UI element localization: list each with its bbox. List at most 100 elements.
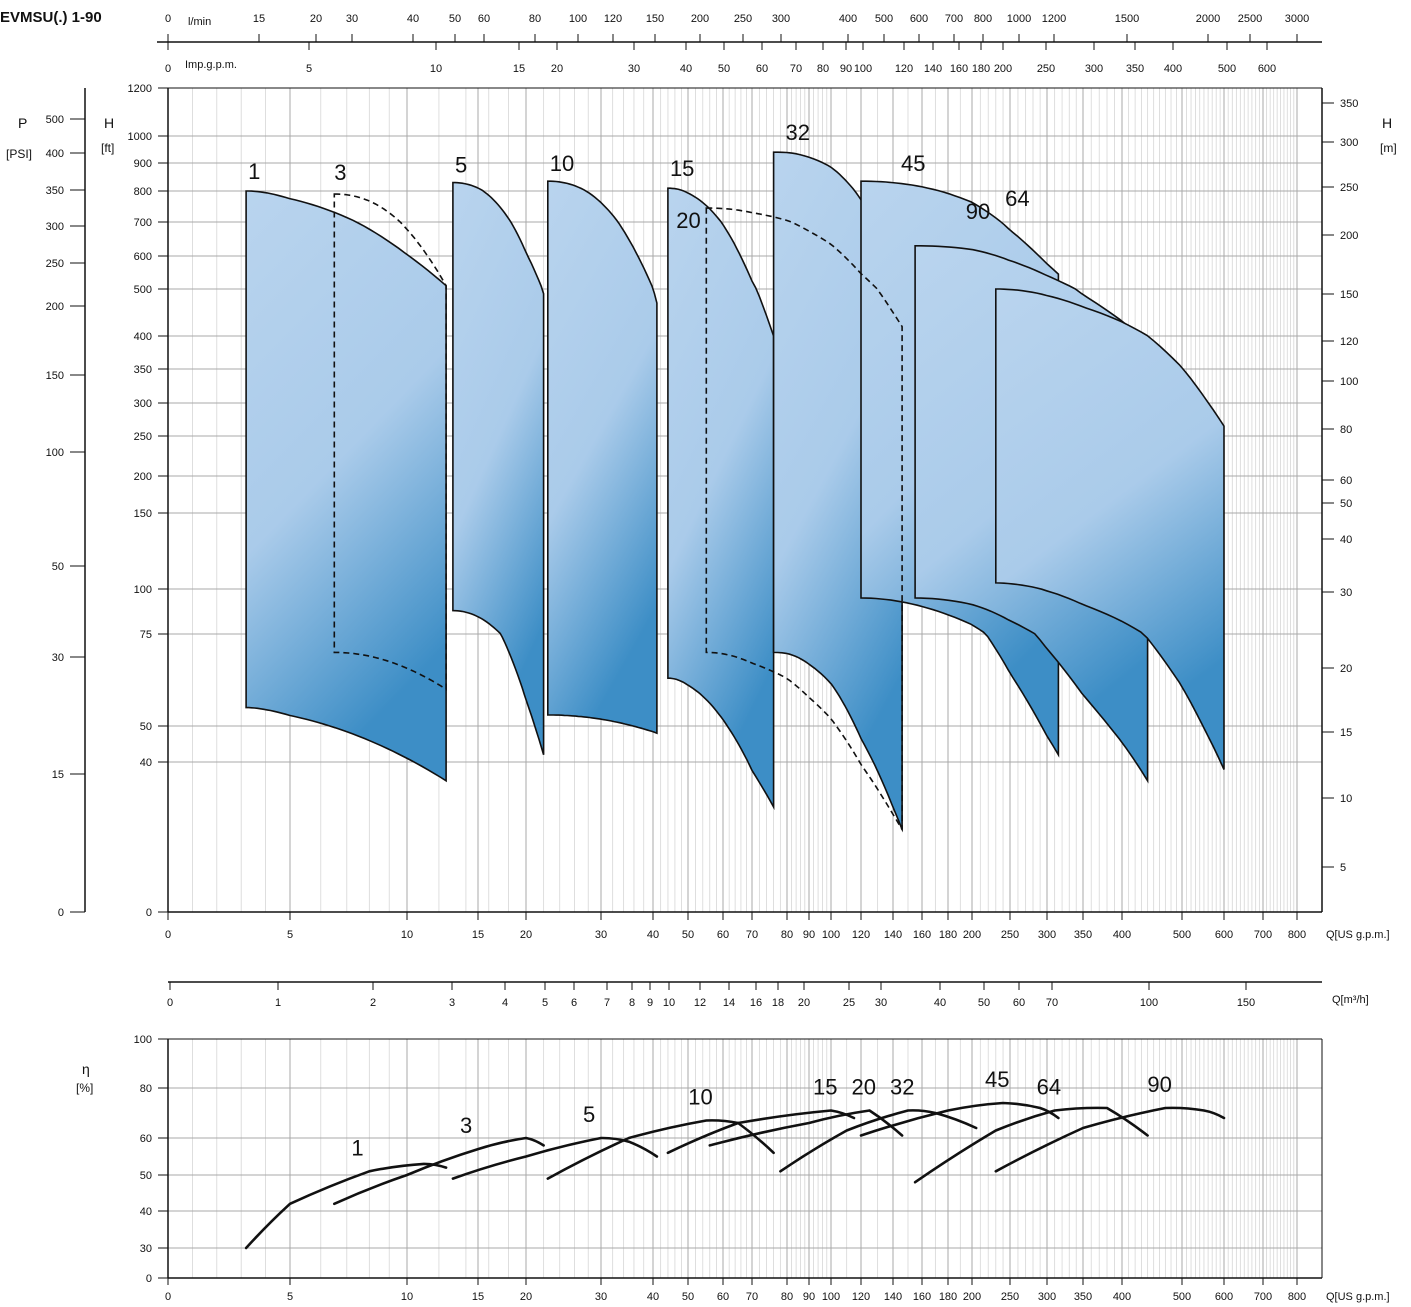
tick-label-ft: 500 [134, 284, 152, 296]
tick-label-gpm: 160 [913, 929, 931, 941]
tick-label-psi: 100 [46, 447, 64, 459]
axis-label-ft-top: H [104, 115, 114, 131]
tick-label-m: 350 [1340, 98, 1358, 110]
tick-label-qm3h: 6 [571, 997, 577, 1009]
tick-label-lmin: 600 [910, 13, 928, 25]
tick-label-m: 100 [1340, 376, 1358, 388]
tick-label-imp: 40 [680, 63, 692, 75]
tick-label-psi: 400 [46, 148, 64, 160]
tick-label-gpm: 300 [1038, 929, 1056, 941]
tick-label-qm3h: 0 [167, 997, 173, 1009]
eff-curve-64 [913, 1106, 1149, 1184]
eff-curve-90 [994, 1106, 1226, 1173]
area-dashed-3 [333, 193, 447, 691]
tick-label-eff-x: 700 [1254, 1291, 1272, 1303]
series-label-20: 20 [676, 208, 700, 233]
tick-label-qm3h: 60 [1013, 997, 1025, 1009]
eff-label-32: 32 [890, 1075, 914, 1100]
tick-label-eff: 60 [140, 1133, 152, 1145]
tick-label-eff-x: 80 [781, 1291, 793, 1303]
eff-label-20: 20 [851, 1075, 875, 1100]
tick-label-eff-x: 400 [1113, 1291, 1131, 1303]
tick-label-qm3h: 8 [629, 997, 635, 1009]
tick-label-imp: 160 [950, 63, 968, 75]
tick-label-imp: 60 [756, 63, 768, 75]
tick-label-gpm: 90 [803, 929, 815, 941]
eff-label-64: 64 [1037, 1075, 1061, 1100]
tick-label-psi: 500 [46, 114, 64, 126]
tick-label-eff: 0 [146, 1273, 152, 1285]
tick-label-gpm: 140 [884, 929, 902, 941]
eff-curve-3 [333, 1136, 545, 1206]
tick-label-ft: 300 [134, 398, 152, 410]
tick-label-imp: 500 [1218, 63, 1236, 75]
tick-label-qm3h: 25 [843, 997, 855, 1009]
tick-label-gpm: 40 [647, 929, 659, 941]
tick-label-lmin: 20 [310, 13, 322, 25]
area-15 [667, 187, 775, 811]
eff-label-90: 90 [1147, 1072, 1171, 1097]
tick-label-gpm: 10 [401, 929, 413, 941]
axes: 0 15 20 30 40 50 60 80 100 120 150 200 250 300 400 500 6… [6, 13, 1397, 1303]
tick-label-imp: 90 [840, 63, 852, 75]
efficiency-curves: 1 3 5 10 15 20 32 45 64 90 [244, 1067, 1226, 1250]
eff-curve-20 [708, 1109, 904, 1147]
tick-label-imp: 10 [430, 63, 442, 75]
tick-label-qm3h: 2 [370, 997, 376, 1009]
chart-title: EVMSU(.) 1-90 [0, 9, 102, 26]
tick-label-imp: 0 [165, 63, 171, 75]
tick-label-eff-x: 30 [595, 1291, 607, 1303]
eff-label-5: 5 [583, 1102, 595, 1127]
area-10 [547, 180, 658, 735]
tick-label-psi: 250 [46, 258, 64, 270]
tick-label-gpm: 600 [1215, 929, 1233, 941]
tick-label-qm3h: 16 [750, 997, 762, 1009]
axis-label-qm3h: Q[m³/h] [1332, 994, 1369, 1006]
tick-label-lmin: 2000 [1196, 13, 1220, 25]
tick-label-lmin: 1500 [1115, 13, 1139, 25]
tick-label-eff-x: 60 [717, 1291, 729, 1303]
tick-label-imp: 180 [972, 63, 990, 75]
tick-label-eff-x: 40 [647, 1291, 659, 1303]
tick-label-eff-x: 20 [520, 1291, 532, 1303]
tick-label-ft: 700 [134, 217, 152, 229]
tick-label-psi: 30 [52, 652, 64, 664]
tick-label-imp: 600 [1258, 63, 1276, 75]
axis-label-lmin: l/min [188, 16, 211, 28]
tick-label-imp: 50 [718, 63, 730, 75]
eff-curve-5 [451, 1136, 659, 1180]
tick-label-m: 200 [1340, 230, 1358, 242]
tick-label-ft: 1200 [128, 83, 152, 95]
area-dashed-20 [705, 207, 903, 833]
tick-label-lmin: 30 [346, 13, 358, 25]
tick-label-eff-x: 500 [1173, 1291, 1191, 1303]
tick-label-eff: 80 [140, 1083, 152, 1095]
series-label-32: 32 [786, 120, 810, 145]
tick-label-lmin: 0 [165, 13, 171, 25]
performance-areas [245, 151, 1225, 833]
eff-label-3: 3 [460, 1113, 472, 1138]
tick-label-eff-x: 200 [963, 1291, 981, 1303]
series-label-90: 90 [966, 199, 990, 224]
tick-label-psi: 300 [46, 221, 64, 233]
tick-label-lmin: 150 [646, 13, 664, 25]
tick-label-lmin: 300 [772, 13, 790, 25]
tick-label-gpm: 5 [287, 929, 293, 941]
tick-label-gpm: 50 [682, 929, 694, 941]
tick-label-qm3h: 50 [978, 997, 990, 1009]
tick-label-gpm: 30 [595, 929, 607, 941]
tick-label-lmin: 100 [569, 13, 587, 25]
tick-label-gpm: 400 [1113, 929, 1131, 941]
tick-label-m: 15 [1340, 727, 1352, 739]
tick-label-eff-x: 5 [287, 1291, 293, 1303]
tick-label-ft: 75 [140, 629, 152, 641]
tick-label-psi: 15 [52, 769, 64, 781]
tick-label-qm3h: 40 [934, 997, 946, 1009]
eff-curve-45 [859, 1101, 1060, 1137]
tick-label-m: 300 [1340, 137, 1358, 149]
tick-label-psi: 50 [52, 561, 64, 573]
tick-label-lmin: 50 [449, 13, 461, 25]
tick-label-qm3h: 100 [1140, 997, 1158, 1009]
series-label-3: 3 [334, 160, 346, 185]
tick-label-lmin: 200 [691, 13, 709, 25]
